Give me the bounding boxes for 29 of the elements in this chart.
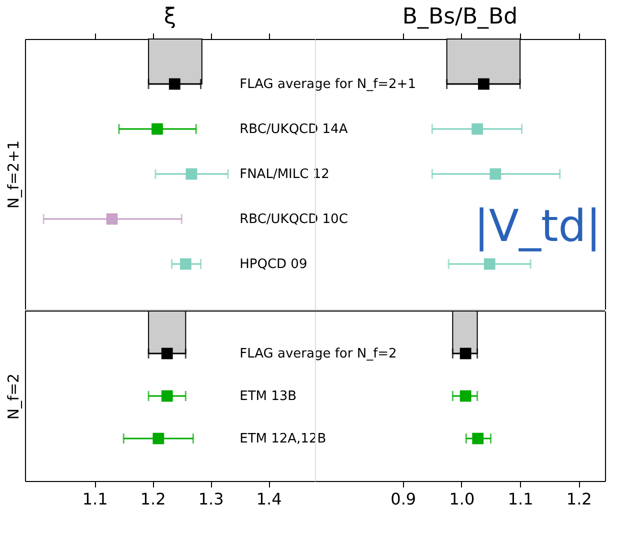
point [484,258,496,270]
point [180,258,192,270]
y-tick-label: FLAG average for N_f=2+1 [240,77,416,92]
y-tick-label: HPQCD 09 [240,257,308,272]
point [472,123,483,135]
x-tick-label: 1.2 [140,490,166,508]
annotation: |V_td| [474,201,601,252]
point [478,78,490,90]
y-tick-label: RBC/UKQCD 14A [240,122,348,137]
point [186,168,198,180]
x-tick-label: 1.1 [508,490,534,508]
x-tick-label: 0.9 [390,490,416,508]
x-tick-label: 1.0 [449,490,475,508]
chart-title: ξ [164,4,176,30]
x-tick-label: 1.3 [198,490,224,508]
point [168,78,180,90]
x-tick-label: 1.1 [82,490,108,508]
x-tick-label: 1.2 [566,490,592,508]
point [106,213,118,225]
chart-title: B_Bs/B_Bd [402,4,518,30]
point [490,168,502,180]
point [152,123,163,135]
y-tick-label: FLAG average for N_f=2 [240,346,397,362]
y-tick-label: ETM 12A,12B [240,432,326,446]
y-tick-label: ETM 13B [240,389,297,404]
y-axis-title: N_f=2+1 [4,140,22,209]
y-tick-label: RBC/UKQCD 10C [240,212,348,227]
x-tick-label: 1.4 [256,490,282,508]
y-axis-title: N_f=2 [4,373,22,420]
